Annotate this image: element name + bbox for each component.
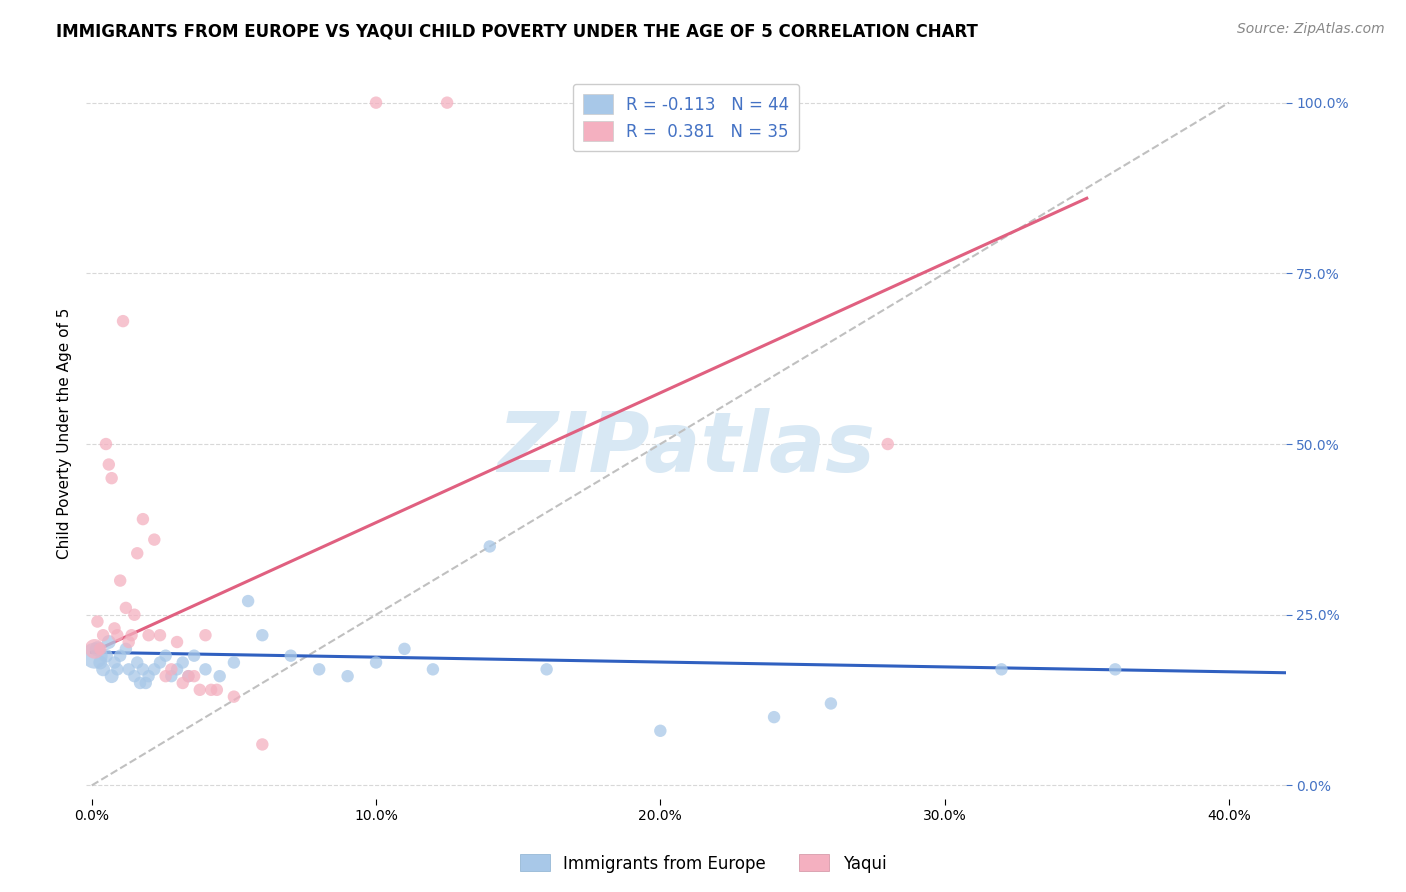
Point: [650, 723, 672, 738]
Point: [91, 628, 114, 642]
Point: [100, 669, 122, 683]
Point: [172, 676, 194, 690]
Point: [108, 574, 131, 588]
Point: [129, 676, 152, 690]
Point: [124, 669, 146, 683]
Point: [436, 95, 458, 110]
Point: [118, 662, 141, 676]
Point: [364, 95, 387, 110]
Point: [86, 641, 108, 656]
Point: [394, 641, 416, 656]
Point: [177, 669, 200, 683]
Point: [97, 458, 120, 472]
Point: [118, 635, 141, 649]
Legend: Immigrants from Europe, Yaqui: Immigrants from Europe, Yaqui: [513, 847, 893, 880]
Point: [763, 710, 786, 724]
Point: [205, 682, 228, 697]
Point: [252, 738, 274, 752]
Point: [222, 656, 245, 670]
Point: [83, 641, 105, 656]
Point: [115, 600, 138, 615]
Text: Source: ZipAtlas.com: Source: ZipAtlas.com: [1237, 22, 1385, 37]
Point: [990, 662, 1012, 676]
Point: [91, 662, 114, 676]
Point: [112, 314, 135, 328]
Point: [132, 512, 155, 526]
Point: [194, 628, 217, 642]
Point: [166, 662, 188, 676]
Point: [160, 669, 183, 683]
Point: [149, 628, 172, 642]
Point: [252, 628, 274, 642]
Point: [124, 607, 146, 622]
Point: [308, 662, 330, 676]
Point: [94, 437, 117, 451]
Legend: R = -0.113   N = 44, R =  0.381   N = 35: R = -0.113 N = 44, R = 0.381 N = 35: [572, 84, 799, 152]
Point: [103, 656, 125, 670]
Point: [100, 471, 122, 485]
Point: [280, 648, 302, 663]
Point: [208, 669, 231, 683]
Point: [121, 628, 143, 642]
Point: [478, 540, 501, 554]
Point: [135, 676, 157, 690]
Point: [86, 615, 108, 629]
Y-axis label: Child Poverty Under the Age of 5: Child Poverty Under the Age of 5: [58, 308, 72, 559]
Point: [149, 656, 172, 670]
Point: [115, 641, 138, 656]
Point: [132, 662, 155, 676]
Point: [222, 690, 245, 704]
Point: [155, 648, 177, 663]
Point: [166, 635, 188, 649]
Point: [155, 669, 177, 683]
Text: IMMIGRANTS FROM EUROPE VS YAQUI CHILD POVERTY UNDER THE AGE OF 5 CORRELATION CHA: IMMIGRANTS FROM EUROPE VS YAQUI CHILD PO…: [56, 22, 979, 40]
Point: [336, 669, 359, 683]
Point: [364, 656, 387, 670]
Point: [422, 662, 444, 676]
Point: [177, 669, 200, 683]
Point: [200, 682, 222, 697]
Point: [127, 546, 149, 560]
Point: [143, 662, 166, 676]
Text: ZIPatlas: ZIPatlas: [496, 408, 875, 489]
Point: [105, 662, 128, 676]
Point: [820, 697, 842, 711]
Point: [127, 656, 149, 670]
Point: [1104, 662, 1126, 676]
Point: [83, 648, 105, 663]
Point: [876, 437, 898, 451]
Point: [536, 662, 558, 676]
Point: [108, 648, 131, 663]
Point: [97, 635, 120, 649]
Point: [94, 648, 117, 663]
Point: [138, 669, 160, 683]
Point: [89, 641, 111, 656]
Point: [105, 628, 128, 642]
Point: [89, 656, 111, 670]
Point: [183, 669, 205, 683]
Point: [172, 656, 194, 670]
Point: [194, 662, 217, 676]
Point: [236, 594, 259, 608]
Point: [138, 628, 160, 642]
Point: [188, 682, 211, 697]
Point: [103, 621, 125, 635]
Point: [143, 533, 166, 547]
Point: [183, 648, 205, 663]
Point: [160, 662, 183, 676]
